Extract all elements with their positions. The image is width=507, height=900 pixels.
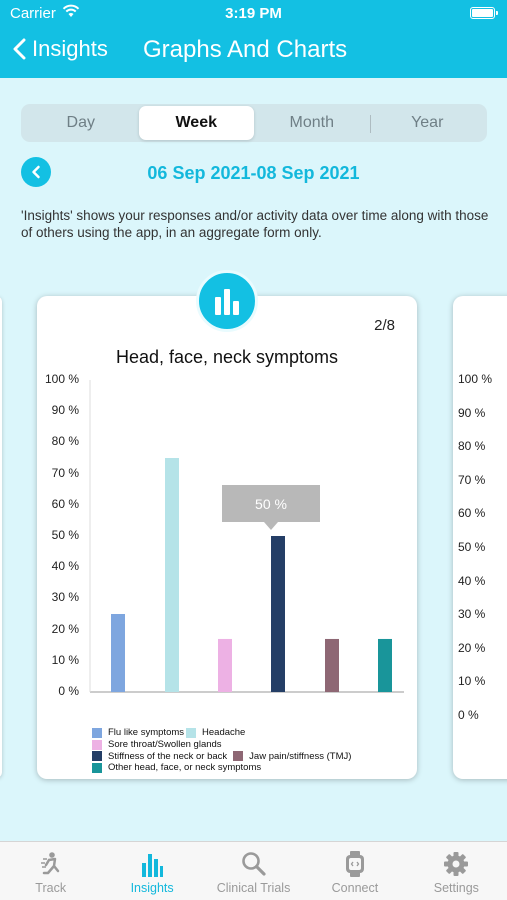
legend-swatch <box>92 763 102 774</box>
insights-description: 'Insights' shows your responses and/or a… <box>21 208 489 240</box>
y-tick-label: 50 % <box>458 540 486 554</box>
tab-clinical-trials-label: Clinical Trials <box>216 881 291 895</box>
chart-title: Head, face, neck symptoms <box>115 347 339 367</box>
tab-week[interactable]: Week <box>138 106 254 140</box>
gear-icon <box>444 852 469 876</box>
tab-year[interactable]: Year <box>369 106 486 140</box>
previous-card-edge[interactable] <box>0 296 2 778</box>
y-tick-label: 90 % <box>51 403 79 418</box>
tab-month[interactable]: Month <box>289 114 334 131</box>
y-tick-label: 70 % <box>51 465 79 480</box>
y-tick-label: 50 % <box>51 528 79 542</box>
back-label: Insights <box>32 36 108 61</box>
chart-card[interactable]: 2/8 Head, face, neck symptoms 0 % 10 % 20 … <box>37 296 417 779</box>
chevron-left-icon <box>13 38 26 60</box>
y-tick-label: 70 % <box>458 472 486 487</box>
tab-bar: Track Insights Clinical Trials Connect S… <box>0 841 507 900</box>
legend-label: Sore throat/Swollen glands <box>108 738 222 750</box>
y-tick-label: 80 % <box>458 439 486 454</box>
bar[interactable] <box>111 614 125 692</box>
y-tick-label: 10 % <box>458 674 486 689</box>
legend-swatch <box>92 739 102 750</box>
bar-chart <box>89 380 404 693</box>
y-tick-label: 10 % <box>51 652 79 667</box>
y-tick-label: 100 % <box>458 372 493 386</box>
status-bar: Carrier 3:19 PM <box>0 0 507 28</box>
legend-label: Flu like symptoms <box>108 727 185 738</box>
y-tick-label: 20 % <box>458 640 486 655</box>
y-tick-label: 0 % <box>58 684 79 698</box>
y-tick-label: 60 % <box>51 496 79 511</box>
y-tick-label: 30 % <box>458 607 486 622</box>
bar[interactable] <box>271 536 285 692</box>
bar[interactable] <box>165 458 179 692</box>
chart-legend: Flu like symptoms Headache Sore throat/S… <box>92 727 351 774</box>
bar-chart-icon <box>142 854 164 877</box>
track-icon <box>40 852 59 875</box>
battery-icon <box>470 7 498 19</box>
y-tick-label: 90 % <box>458 405 486 420</box>
chart-badge <box>196 270 258 332</box>
navigation-bar: Carrier 3:19 PM Insights Graphs And Char… <box>0 0 507 78</box>
bar[interactable] <box>378 638 392 692</box>
carrier-label: Carrier <box>10 5 56 22</box>
tab-clinical-trials[interactable]: Clinical Trials <box>203 842 304 900</box>
previous-period-button[interactable] <box>21 157 51 187</box>
legend-label: Headache <box>202 727 246 738</box>
y-tick-label: 20 % <box>51 621 79 636</box>
y-tick-label: 40 % <box>51 559 79 574</box>
tab-track[interactable]: Track <box>0 842 101 900</box>
y-tick-label: 60 % <box>458 506 486 521</box>
value-tooltip: 50 % <box>222 485 320 530</box>
tab-settings[interactable]: Settings <box>406 842 507 900</box>
tab-insights-label: Insights <box>130 881 174 895</box>
clock: 3:19 PM <box>225 5 282 22</box>
period-segmented-control: Day Week Month Year <box>21 104 487 142</box>
back-button[interactable]: Insights <box>12 36 108 62</box>
bar-chart-icon <box>215 289 239 315</box>
y-tick-label: 40 % <box>458 573 486 588</box>
bar[interactable] <box>218 638 232 692</box>
legend-label: Stiffness of the neck or back <box>108 750 228 762</box>
search-icon <box>241 852 266 876</box>
tab-settings-label: Settings <box>433 881 479 895</box>
y-tick-label: 0 % <box>458 708 479 722</box>
tab-connect[interactable]: Connect <box>304 842 405 900</box>
next-chart-card[interactable]: 0 % 10 % 20 % 30 % 40 % 50 % 60 % 70 % 80 % 90 % 1… <box>453 296 507 779</box>
tab-connect-label: Connect <box>331 881 379 895</box>
date-range: 06 Sep 2021-08 Sep 2021 <box>147 163 360 183</box>
tab-track-label: Track <box>35 881 67 895</box>
bar[interactable] <box>325 638 339 692</box>
wifi-icon <box>62 4 80 22</box>
chevron-left-icon <box>32 165 40 179</box>
card-pager: 2/8 <box>374 317 395 334</box>
legend-swatch <box>186 727 197 738</box>
y-tick-label: 30 % <box>51 590 79 605</box>
legend-swatch <box>92 751 102 762</box>
legend-swatch <box>233 751 244 762</box>
legend-label: Jaw pain/stiffness (TMJ) <box>249 750 352 762</box>
tab-day[interactable]: Day <box>66 114 95 131</box>
y-tick-label: 80 % <box>51 434 79 449</box>
tab-insights[interactable]: Insights <box>101 842 202 900</box>
legend-label: Other head, face, or neck symptoms <box>108 762 262 774</box>
y-tick-label: 100 % <box>44 372 79 386</box>
watch-icon <box>345 851 364 877</box>
page-title: Graphs And Charts <box>143 36 348 63</box>
legend-swatch <box>92 727 102 738</box>
